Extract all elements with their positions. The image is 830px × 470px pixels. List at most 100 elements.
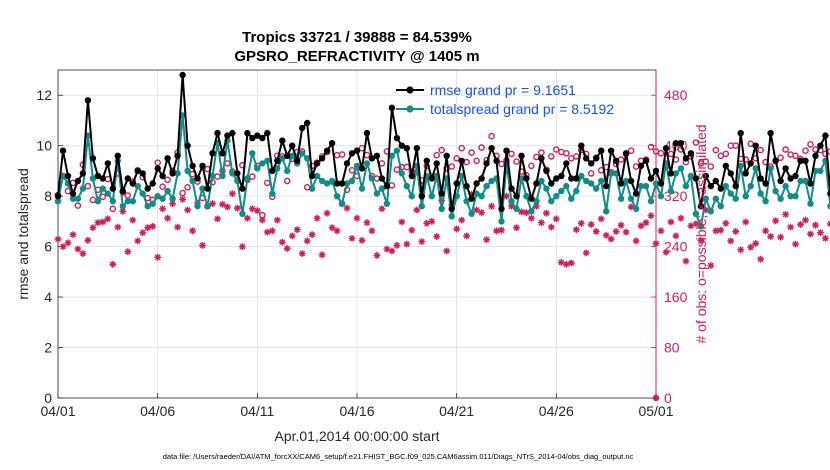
obs-possible-point-91: [509, 151, 514, 156]
totalspread-point-138: [743, 193, 749, 199]
x-tick-label-0: 04/01: [40, 403, 75, 419]
rmse-point-92: [513, 193, 519, 199]
obs-assimilated-point-40: [254, 207, 261, 214]
rmse-point-25: [179, 72, 185, 78]
totalspread-point-30: [204, 203, 210, 209]
totalspread-point-145: [777, 196, 783, 202]
rmse-point-85: [478, 175, 484, 181]
totalspread-point-135: [728, 190, 734, 196]
rmse-point-137: [738, 130, 744, 136]
totalspread-point-109: [598, 178, 604, 184]
obs-possible-point-146: [783, 147, 788, 152]
rmse-point-134: [723, 163, 729, 169]
totalspread-point-118: [643, 183, 649, 189]
rmse-point-46: [284, 153, 290, 159]
rmse-point-57: [339, 180, 345, 186]
obs-assimilated-point-136: [732, 228, 739, 235]
totalspread-point-142: [762, 198, 768, 204]
totalspread-point-11: [110, 198, 116, 204]
rmse-point-45: [279, 137, 285, 143]
rmse-point-43: [269, 168, 275, 174]
totalspread-point-133: [718, 203, 724, 209]
obs-assimilated-point-37: [239, 243, 246, 250]
obs-possible-point-76: [434, 153, 439, 158]
obs-possible-point-104: [574, 154, 579, 159]
rmse-point-53: [319, 155, 325, 161]
obs-assimilated-point-3: [70, 231, 77, 238]
obs-assimilated-point-11: [109, 261, 116, 268]
totalspread-point-56: [334, 193, 340, 199]
obs-assimilated-point-45: [279, 239, 286, 246]
rmse-point-21: [159, 173, 165, 179]
rmse-point-14: [125, 175, 131, 181]
totalspread-point-98: [543, 185, 549, 191]
rmse-point-17: [140, 170, 146, 176]
rmse-point-13: [120, 188, 126, 194]
totalspread-point-116: [633, 206, 639, 212]
obs-assimilated-point-121: [658, 227, 665, 234]
totalspread-point-95: [528, 208, 534, 214]
obs-assimilated-point-48: [294, 226, 301, 233]
totalspread-point-19: [150, 201, 156, 207]
totalspread-point-9: [100, 185, 106, 191]
rmse-point-18: [145, 185, 151, 191]
rmse-point-42: [264, 130, 270, 136]
obs-assimilated-point-17: [139, 229, 146, 236]
totalspread-point-57: [339, 201, 345, 207]
rmse-point-104: [573, 175, 579, 181]
rmse-point-37: [239, 185, 245, 191]
totalspread-point-42: [264, 158, 270, 164]
obs-assimilated-point-65: [379, 205, 386, 212]
rmse-point-125: [678, 140, 684, 146]
totalspread-point-39: [249, 150, 255, 156]
totalspread-point-125: [678, 165, 684, 171]
totalspread-point-37: [239, 211, 245, 217]
x-axis-label: Apr.01,2014 00:00:00 start: [274, 428, 439, 444]
obs-assimilated-point-98: [543, 210, 550, 217]
obs-assimilated-point-137: [737, 246, 744, 253]
obs-assimilated-point-107: [588, 221, 595, 228]
totalspread-point-89: [498, 218, 504, 224]
totalspread-point-151: [807, 201, 813, 207]
rmse-point-2: [65, 173, 71, 179]
rmse-point-78: [444, 153, 450, 159]
obs-assimilated-point-142: [762, 227, 769, 234]
rmse-point-55: [329, 140, 335, 146]
rmse-point-132: [713, 178, 719, 184]
y-tick-label-2: 4: [44, 289, 52, 305]
totalspread-point-113: [618, 196, 624, 202]
footnote: data file: /Users/raeder/DAI/ATM_forcXX/…: [163, 452, 634, 461]
obs-possible-point-115: [629, 148, 634, 153]
totalspread-point-33: [219, 173, 225, 179]
obs-possible-point-89: [499, 161, 504, 166]
obs-assimilated-point-26: [184, 207, 191, 214]
totalspread-point-91: [508, 198, 514, 204]
obs-assimilated-point-118: [643, 219, 650, 226]
obs-assimilated-point-59: [349, 235, 356, 242]
totalspread-point-77: [439, 206, 445, 212]
obs-possible-point-79: [449, 164, 454, 169]
obs-assimilated-point-145: [777, 234, 784, 241]
obs-assimilated-point-139: [747, 244, 754, 251]
totalspread-point-143: [767, 165, 773, 171]
obs-assimilated-point-103: [568, 260, 575, 267]
obs-assimilated-point-70: [403, 241, 410, 248]
totalspread-point-40: [254, 165, 260, 171]
obs-possible-point-59: [349, 168, 354, 173]
rmse-point-9: [100, 175, 106, 181]
rmse-point-144: [772, 158, 778, 164]
rmse-point-0: [55, 193, 61, 199]
rmse-point-152: [812, 153, 818, 159]
obs-assimilated-point-148: [792, 241, 799, 248]
rmse-point-70: [404, 145, 410, 151]
totalspread-point-22: [164, 188, 170, 194]
obs-assimilated-point-19: [149, 223, 156, 230]
totalspread-point-136: [733, 196, 739, 202]
rmse-point-138: [743, 170, 749, 176]
obs-assimilated-point-126: [683, 258, 690, 265]
rmse-point-80: [454, 180, 460, 186]
rmse-point-153: [817, 143, 823, 149]
obs-assimilated-point-67: [389, 248, 396, 255]
rmse-point-28: [194, 175, 200, 181]
rmse-point-133: [718, 185, 724, 191]
